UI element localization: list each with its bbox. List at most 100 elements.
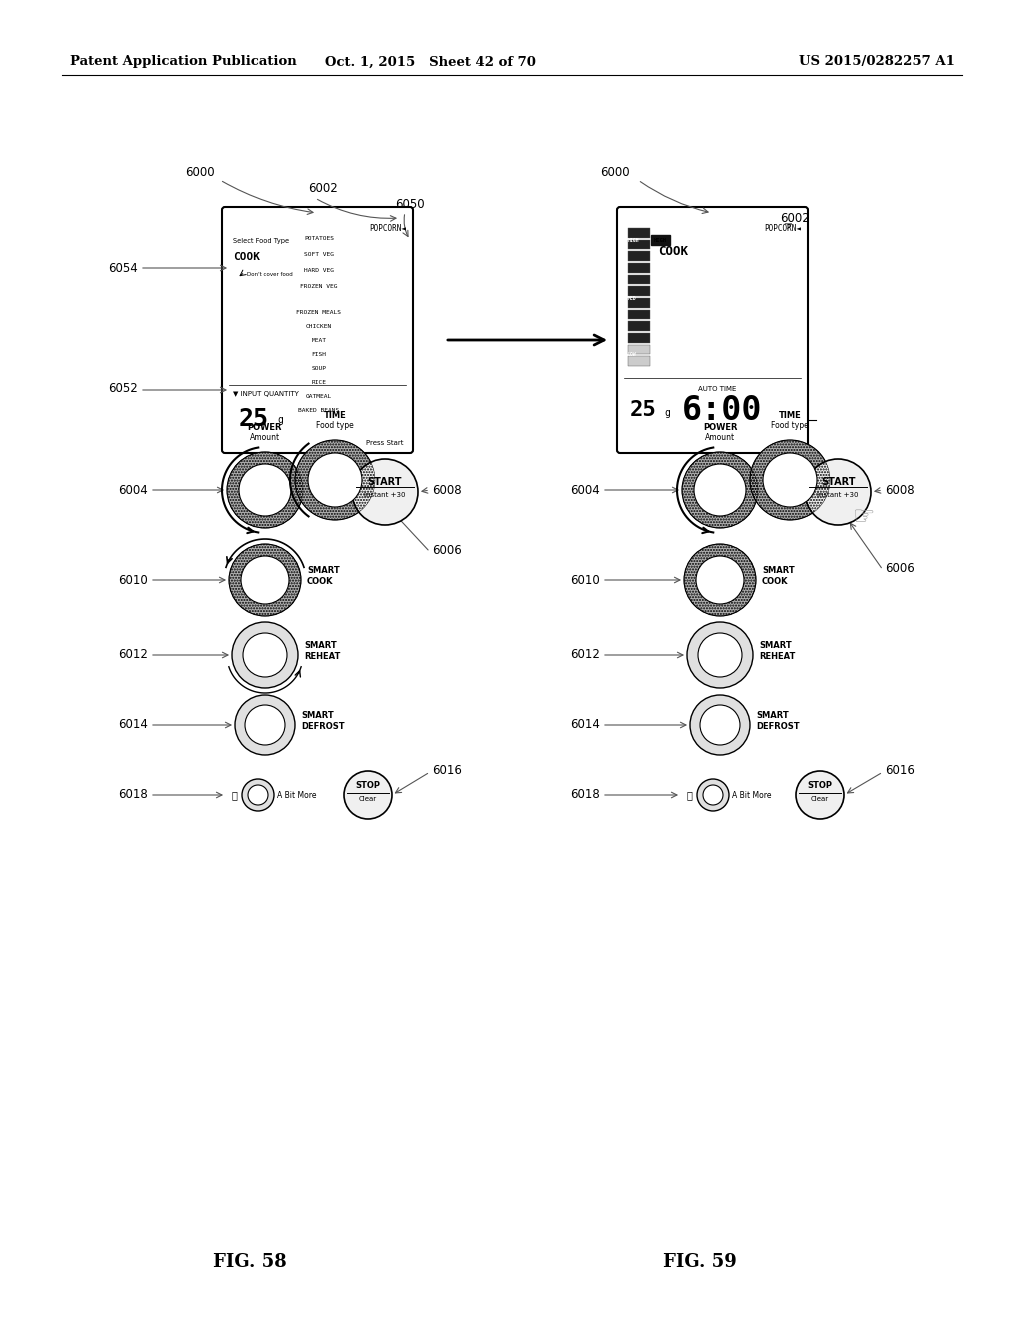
Circle shape (697, 779, 729, 810)
Text: FIG. 58: FIG. 58 (213, 1253, 287, 1271)
Text: POWER: POWER (248, 422, 283, 432)
Circle shape (227, 451, 303, 528)
Bar (628, 356, 650, 366)
Text: SMART
DEFROST: SMART DEFROST (301, 711, 345, 731)
Text: A Bit More: A Bit More (278, 791, 316, 800)
Text: SOUP: SOUP (311, 366, 327, 371)
Text: 6000: 6000 (600, 165, 630, 178)
Circle shape (796, 771, 844, 818)
Text: US 2015/0282257 A1: US 2015/0282257 A1 (799, 55, 955, 69)
Text: HARD VEG: HARD VEG (304, 268, 334, 273)
Text: FROZEN MEALS: FROZEN MEALS (297, 310, 341, 315)
Text: 6006: 6006 (885, 561, 914, 574)
Text: 6050: 6050 (395, 198, 425, 210)
Circle shape (700, 705, 740, 744)
Bar (628, 333, 650, 343)
Text: HIGH: HIGH (654, 238, 667, 243)
Bar (628, 263, 650, 273)
Circle shape (682, 451, 758, 528)
Circle shape (232, 622, 298, 688)
Text: FROZEN VEG: FROZEN VEG (300, 284, 338, 289)
Circle shape (295, 440, 375, 520)
Circle shape (352, 459, 418, 525)
Text: STOP: STOP (355, 781, 381, 791)
Text: SMART
REHEAT: SMART REHEAT (304, 642, 340, 661)
Text: SMART
COOK: SMART COOK (307, 566, 340, 586)
Text: 6008: 6008 (432, 483, 462, 496)
Text: 6016: 6016 (432, 763, 462, 776)
Text: Amount: Amount (250, 433, 280, 442)
Bar (628, 345, 650, 354)
Bar (628, 240, 650, 249)
Text: Food type: Food type (771, 421, 809, 430)
Text: ▼ INPUT QUANTITY: ▼ INPUT QUANTITY (233, 391, 299, 397)
Text: 6006: 6006 (432, 544, 462, 557)
Text: SOFT VEG: SOFT VEG (304, 252, 334, 257)
Text: COOK: COOK (658, 246, 688, 257)
Circle shape (234, 696, 295, 755)
Text: SMART
COOK: SMART COOK (762, 566, 795, 586)
Circle shape (239, 465, 291, 516)
Text: BAKED BEANS: BAKED BEANS (298, 408, 340, 413)
Circle shape (243, 634, 287, 677)
Text: Patent Application Publication: Patent Application Publication (70, 55, 297, 69)
Bar (628, 310, 650, 319)
Text: MEAT: MEAT (311, 338, 327, 343)
Circle shape (344, 771, 392, 818)
Text: POPCORN◄: POPCORN◄ (369, 224, 406, 234)
Text: 6004: 6004 (118, 483, 148, 496)
Bar (628, 251, 650, 261)
Text: 6016: 6016 (885, 763, 914, 776)
Text: ☞: ☞ (853, 506, 876, 529)
Circle shape (248, 785, 268, 805)
Bar (628, 228, 650, 238)
Circle shape (245, 705, 285, 744)
Bar (628, 321, 650, 331)
Text: 6002: 6002 (308, 181, 338, 194)
Text: OATMEAL: OATMEAL (306, 393, 332, 399)
Text: 6014: 6014 (570, 718, 600, 731)
Bar (628, 298, 650, 308)
Circle shape (750, 440, 830, 520)
Text: FISH: FISH (311, 352, 327, 356)
Text: 6052: 6052 (109, 381, 138, 395)
Text: g: g (278, 414, 283, 425)
Text: g: g (664, 408, 670, 418)
Text: FIG. 59: FIG. 59 (664, 1253, 737, 1271)
Circle shape (690, 696, 750, 755)
Text: Amount: Amount (705, 433, 735, 442)
Text: 6012: 6012 (118, 648, 148, 661)
Text: 25: 25 (239, 407, 269, 432)
Circle shape (694, 465, 746, 516)
Circle shape (308, 453, 362, 507)
Circle shape (687, 622, 753, 688)
Text: 🔒: 🔒 (231, 789, 237, 800)
Bar (628, 275, 650, 284)
Text: 6012: 6012 (570, 648, 600, 661)
Circle shape (805, 459, 871, 525)
Text: Press Start: Press Start (367, 440, 404, 446)
Text: START: START (368, 477, 402, 487)
Text: 6:00: 6:00 (682, 393, 763, 426)
Circle shape (763, 453, 817, 507)
Text: POTATOES: POTATOES (304, 236, 334, 242)
Text: 6004: 6004 (570, 483, 600, 496)
Text: TIME: TIME (324, 411, 346, 420)
Text: 6054: 6054 (109, 261, 138, 275)
Circle shape (684, 544, 756, 616)
Text: 6018: 6018 (118, 788, 148, 801)
Text: 6008: 6008 (885, 483, 914, 496)
Text: CHICKEN: CHICKEN (306, 323, 332, 329)
Text: Oct. 1, 2015   Sheet 42 of 70: Oct. 1, 2015 Sheet 42 of 70 (325, 55, 536, 69)
Text: 6002: 6002 (780, 211, 810, 224)
Text: Food type: Food type (316, 421, 354, 430)
Circle shape (698, 634, 742, 677)
Text: SMART
DEFROST: SMART DEFROST (756, 711, 800, 731)
Text: START: START (821, 477, 855, 487)
Text: HIGH: HIGH (628, 238, 640, 243)
Text: TIME: TIME (778, 411, 802, 420)
Text: Instant +30: Instant +30 (365, 492, 406, 498)
Text: Clear: Clear (811, 796, 829, 803)
FancyBboxPatch shape (222, 207, 413, 453)
Text: SMART
REHEAT: SMART REHEAT (759, 642, 796, 661)
